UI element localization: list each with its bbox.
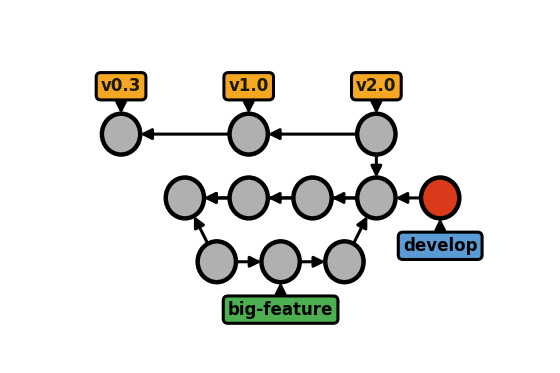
Ellipse shape bbox=[262, 241, 300, 282]
Ellipse shape bbox=[102, 114, 140, 154]
Ellipse shape bbox=[325, 241, 363, 282]
Text: develop: develop bbox=[403, 237, 478, 255]
Ellipse shape bbox=[357, 178, 395, 218]
Ellipse shape bbox=[421, 178, 459, 218]
Text: big-feature: big-feature bbox=[228, 301, 333, 319]
Ellipse shape bbox=[166, 178, 204, 218]
Text: v1.0: v1.0 bbox=[228, 77, 269, 95]
Ellipse shape bbox=[230, 178, 268, 218]
Ellipse shape bbox=[357, 114, 395, 154]
Ellipse shape bbox=[230, 114, 268, 154]
Ellipse shape bbox=[293, 178, 332, 218]
Ellipse shape bbox=[198, 241, 236, 282]
Text: v2.0: v2.0 bbox=[356, 77, 396, 95]
Text: v0.3: v0.3 bbox=[101, 77, 141, 95]
